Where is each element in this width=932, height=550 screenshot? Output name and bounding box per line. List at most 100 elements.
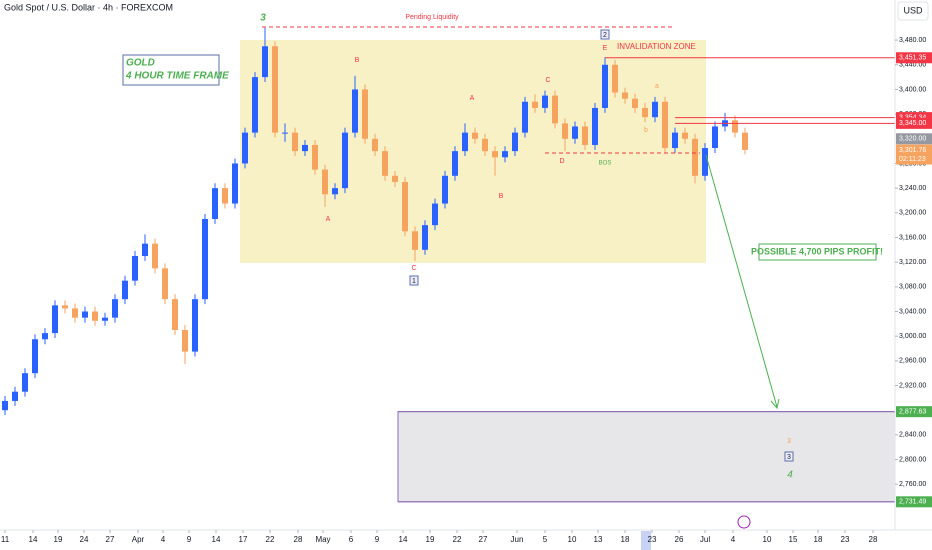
candle-body (32, 339, 38, 374)
candle-body (102, 317, 108, 321)
event-icon[interactable] (737, 515, 751, 529)
candle-body (402, 181, 408, 232)
candle-body (652, 101, 658, 118)
candle-body (582, 126, 588, 145)
x-tick-label: 9 (375, 535, 380, 544)
x-tick-label: 13 (594, 535, 603, 544)
candle-body (92, 311, 98, 321)
candle-body (372, 138, 378, 152)
candle-body (552, 95, 558, 124)
wave-box (409, 275, 419, 286)
candle-body (22, 373, 28, 392)
candle-body (482, 138, 488, 152)
chart-title: Gold Spot / U.S. Dollar · 4h · FOREXCOM (4, 2, 173, 12)
wave-label: C (411, 265, 416, 272)
target-zone (397, 411, 896, 503)
x-tick-label: May (315, 535, 330, 544)
candle-body (212, 188, 218, 219)
x-tick-label: 14 (212, 535, 221, 544)
candle-body (172, 299, 178, 331)
wave-label: B (499, 193, 504, 200)
x-tick-label: 19 (426, 535, 435, 544)
candle-body (462, 132, 468, 152)
candle-body (42, 333, 48, 340)
x-tick-label: 10 (763, 535, 772, 544)
candle-body (252, 77, 258, 133)
x-tick-label: 17 (239, 535, 248, 544)
wave-label: C (545, 77, 550, 84)
candle-body (712, 126, 718, 149)
label-box (122, 54, 220, 86)
price-tag (896, 112, 932, 124)
candle-body (12, 391, 18, 401)
candle-body (112, 299, 118, 318)
y-tick-label: 3,000.00 (899, 333, 926, 340)
wave-label: A (470, 95, 475, 102)
candle-body (672, 132, 678, 149)
projection-arrow (705, 154, 778, 408)
wave-label: A (326, 216, 331, 223)
annotation: Pending Liquidity (405, 14, 459, 21)
candle-body (312, 144, 318, 170)
candle-body (222, 188, 228, 204)
x-tick-label: 24 (80, 535, 89, 544)
candle-body (132, 255, 138, 281)
price-tag (896, 117, 932, 129)
x-tick-label: 19 (54, 535, 63, 544)
label-box (758, 243, 877, 261)
x-tick-label: 28 (869, 535, 878, 544)
wave-label: 3 (787, 454, 791, 461)
x-tick-label: 5 (543, 535, 548, 544)
x-tick-label: Jun (511, 535, 524, 544)
price-tag (896, 52, 932, 64)
candle-body (412, 231, 418, 250)
wave-label: 3 (787, 438, 791, 445)
candle-body (322, 169, 328, 195)
candle-body (432, 203, 438, 226)
candle-body (592, 107, 598, 145)
wave-label: a (655, 83, 659, 90)
x-tick-label: 22 (266, 535, 275, 544)
y-tick-label: 3,120.00 (899, 259, 926, 266)
candle-body (422, 225, 428, 250)
candle-body (262, 46, 268, 78)
y-tick-label: 3,040.00 (899, 308, 926, 315)
x-tick-label: 15 (789, 535, 798, 544)
candle-body (272, 46, 278, 133)
annotation: BOS (599, 161, 612, 167)
candle-body (392, 175, 398, 182)
x-tick-label: Apr (132, 535, 145, 544)
candle-body (502, 151, 508, 158)
price-tag (896, 406, 932, 418)
y-tick-label: 2,920.00 (899, 382, 926, 389)
y-tick-label: 3,080.00 (899, 284, 926, 291)
candle-body (142, 243, 148, 256)
annotation: INVALIDATION ZONE (617, 42, 696, 51)
candle-body (622, 92, 628, 99)
arrow-head (770, 398, 780, 410)
candle-body (192, 299, 198, 352)
price-tag (896, 144, 932, 165)
x-tick-label: 23 (648, 535, 657, 544)
y-tick-label: 3,400.00 (899, 86, 926, 93)
candle-body (52, 305, 58, 334)
x-tick-label: 4 (161, 535, 166, 544)
candle-body (232, 163, 238, 204)
x-tick-label: 9 (187, 535, 192, 544)
candle-body (522, 101, 528, 133)
wave-label: 4 (787, 470, 793, 481)
y-tick-label: 2,800.00 (899, 456, 926, 463)
currency: USD (903, 5, 923, 15)
wave-label: b (644, 127, 648, 134)
x-tick-label: 10 (568, 535, 577, 544)
annotation: GOLD (126, 58, 155, 69)
annotation: 4 HOUR TIME FRAME (125, 71, 229, 82)
y-tick-label: 3,240.00 (899, 185, 926, 192)
y-tick-label: 2,760.00 (899, 481, 926, 488)
price-tag-label: 3,301.76 (899, 147, 926, 154)
candle-body (362, 89, 368, 139)
candle-body (72, 308, 78, 318)
x-tick-label: 14 (399, 535, 408, 544)
candle-body (342, 132, 348, 189)
time-highlight (641, 531, 651, 550)
